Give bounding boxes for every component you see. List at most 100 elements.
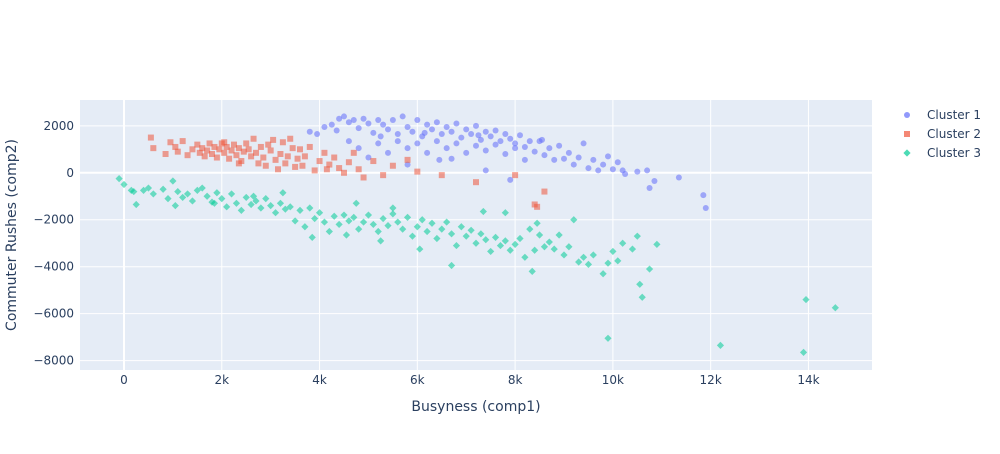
data-point (364, 211, 373, 219)
data-point (414, 168, 421, 175)
data-point (248, 153, 255, 160)
data-point (341, 169, 347, 176)
data-point (341, 113, 347, 120)
data-point (355, 225, 363, 233)
data-point (335, 220, 343, 229)
data-point (438, 172, 445, 179)
data-point (325, 227, 333, 236)
data-point (473, 142, 479, 149)
data-point (482, 236, 490, 244)
data-point (448, 155, 455, 162)
data-point (365, 120, 372, 127)
data-point (526, 225, 534, 233)
x-tick-label: 0 (120, 373, 128, 387)
data-point (201, 153, 208, 160)
data-point (232, 199, 241, 207)
data-point (375, 140, 382, 147)
data-point (130, 187, 138, 196)
x-tick-label: 14k (797, 373, 819, 387)
legend[interactable]: Cluster 1 Cluster 2 Cluster 3 (903, 108, 981, 160)
data-point (350, 116, 357, 123)
data-point (512, 172, 519, 179)
series-1 (306, 113, 709, 211)
data-point (284, 153, 291, 160)
data-point (221, 149, 228, 156)
legend-item[interactable]: Cluster 2 (904, 127, 981, 141)
data-point (150, 145, 157, 152)
data-point (799, 348, 808, 356)
data-point (235, 145, 242, 152)
data-point (167, 139, 174, 146)
data-point (580, 140, 587, 147)
data-point (352, 199, 360, 207)
data-point (604, 259, 612, 267)
data-point (355, 145, 362, 152)
data-point (374, 227, 382, 236)
data-point (120, 180, 128, 189)
data-point (223, 143, 230, 150)
data-point (377, 133, 384, 140)
legend-marker (903, 149, 911, 157)
data-point (255, 160, 262, 167)
data-point (379, 214, 387, 223)
data-point (206, 140, 213, 147)
data-point (453, 120, 460, 127)
data-point (575, 258, 583, 266)
data-point (198, 184, 206, 192)
y-axis-ticks: −8000 −6000 −4000 −2000 0 2000 (33, 119, 74, 368)
legend-item[interactable]: Cluster 3 (903, 146, 981, 160)
data-point (424, 121, 431, 128)
data-point (340, 211, 348, 219)
data-point (179, 193, 187, 202)
data-point (585, 165, 592, 172)
data-point (521, 143, 528, 150)
data-point (316, 158, 323, 165)
data-point (418, 216, 426, 224)
y-tick-label: 2000 (43, 119, 74, 133)
data-point (355, 166, 362, 173)
data-point (277, 151, 284, 157)
data-point (342, 231, 351, 239)
data-point (600, 161, 607, 168)
data-point (203, 192, 211, 200)
data-point (584, 260, 593, 268)
data-point (301, 153, 308, 160)
data-point (443, 124, 450, 130)
data-point (438, 131, 445, 138)
data-point (487, 133, 494, 140)
data-point (599, 270, 607, 278)
data-point (299, 162, 306, 169)
data-point (193, 186, 201, 194)
data-point (315, 209, 324, 217)
x-axis-title: Busyness (comp1) (411, 399, 540, 415)
data-point (487, 247, 495, 256)
data-point (619, 239, 627, 247)
data-point (511, 240, 519, 248)
data-point (501, 237, 509, 245)
data-point (447, 261, 456, 270)
data-point (463, 126, 470, 133)
x-tick-label: 6k (410, 373, 425, 387)
data-point (403, 213, 412, 221)
data-point (271, 209, 280, 217)
data-point (267, 202, 275, 210)
data-point (438, 225, 446, 233)
data-point (384, 222, 392, 230)
data-point (320, 218, 329, 226)
series-2 (147, 134, 548, 210)
data-point (421, 129, 428, 136)
data-point (521, 253, 529, 261)
data-point (482, 128, 489, 135)
data-point (565, 149, 572, 156)
data-point (512, 145, 519, 152)
legend-item[interactable]: Cluster 1 (904, 108, 981, 122)
data-point (333, 127, 340, 134)
data-point (360, 115, 367, 122)
data-point (716, 341, 725, 349)
data-point (292, 163, 299, 170)
data-point (297, 146, 303, 153)
data-point (345, 159, 352, 166)
data-point (463, 149, 470, 156)
data-point (653, 240, 661, 248)
data-point (408, 232, 417, 240)
